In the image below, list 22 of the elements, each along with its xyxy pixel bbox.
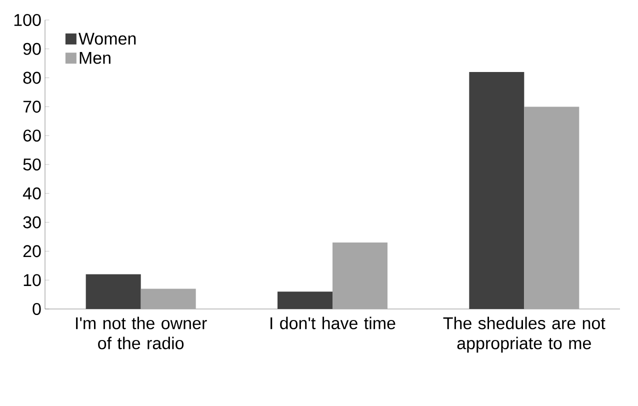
y-tick-label: 60	[23, 130, 41, 142]
x-tick-label: I don't have time	[270, 316, 396, 330]
y-tick-label: 100	[14, 14, 41, 26]
y-tick-label: 90	[23, 42, 41, 55]
y-tick-label: 30	[23, 216, 41, 228]
bar	[86, 274, 141, 309]
y-tick-label: 0	[32, 302, 41, 316]
bar	[469, 72, 524, 309]
y-tick-label: 80	[23, 72, 41, 84]
y-tick-label: 20	[23, 245, 41, 258]
x-tick-label: I'm not the owner of the radio	[76, 316, 207, 350]
bar	[332, 242, 388, 309]
y-tick-label: 40	[22, 187, 41, 200]
legend-label: Women	[78, 32, 136, 45]
bar	[524, 106, 580, 309]
x-tick-label: The shedules are not appropriate to me	[443, 316, 606, 353]
y-tick-label: 50	[23, 158, 41, 171]
legend-label: Men	[80, 52, 110, 64]
y-tick-label: 10	[24, 274, 41, 286]
bar	[140, 288, 196, 309]
bar	[278, 292, 332, 309]
y-tick-label: 70	[23, 100, 41, 113]
